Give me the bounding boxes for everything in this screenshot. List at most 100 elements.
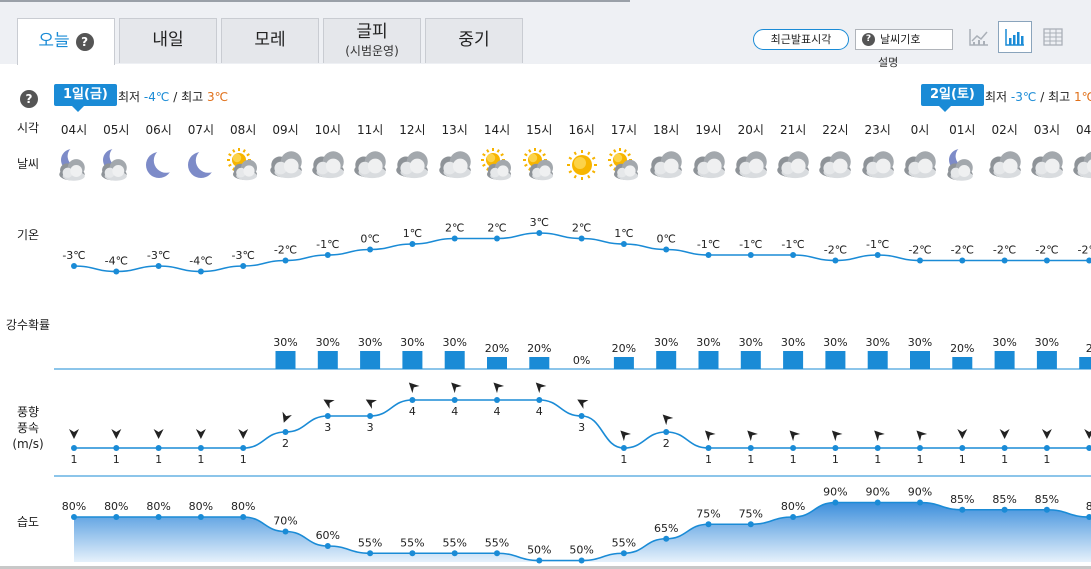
humidity-point — [113, 514, 120, 520]
temperature-point — [409, 241, 416, 247]
wind-direction-arrow — [323, 399, 335, 409]
wind-direction-arrow — [831, 430, 843, 442]
cloudy-icon — [267, 146, 305, 184]
humidity-label: 80% — [62, 500, 86, 513]
temperature-point — [620, 241, 627, 247]
precip-bar — [740, 351, 761, 369]
precip-label: 30% — [1035, 336, 1059, 349]
cloudy-icon — [351, 146, 389, 184]
weather-symbol-button[interactable]: ? 날씨기호 — [855, 29, 953, 50]
min-label: 최저 — [118, 90, 141, 104]
wind-speed-point — [1043, 445, 1050, 451]
cloudy-icon — [1070, 146, 1091, 184]
tab-tomorrow[interactable]: 내일 — [119, 18, 217, 63]
temperature-point — [1043, 257, 1050, 264]
temperature-point — [113, 268, 120, 275]
humidity-label: 55% — [485, 536, 509, 549]
row-label-wind: 풍향 풍속 (m/s) — [0, 404, 56, 453]
wind-speed-label: 1 — [874, 453, 881, 466]
wind-direction-arrow — [153, 429, 164, 439]
humidity-point — [959, 506, 966, 513]
help-icon: ? — [862, 33, 875, 46]
wind-speed-point — [451, 397, 458, 403]
temperature-point — [874, 252, 881, 258]
precip-label: 30% — [739, 336, 763, 349]
temperature-label: 0℃ — [657, 233, 676, 246]
view-line-button[interactable] — [962, 21, 996, 53]
cloudy-icon — [859, 146, 897, 184]
day-tag-1: 1일(금) — [54, 84, 117, 112]
min-label: 최저 — [985, 90, 1008, 104]
max-label: 최고 — [1048, 90, 1071, 104]
wind-speed-label: 4 — [536, 405, 543, 418]
hour-label: 20시 — [737, 123, 764, 137]
humidity-label: 75% — [739, 507, 763, 520]
hour-label: 23시 — [864, 123, 891, 137]
humidity-point — [832, 499, 839, 506]
precip-label: 30% — [316, 336, 340, 349]
table-grid-icon — [1043, 28, 1063, 46]
view-bar-button[interactable] — [998, 21, 1032, 53]
precip-bar — [952, 357, 973, 369]
sun-cloud-icon — [520, 146, 558, 184]
hour-label: 10시 — [314, 123, 341, 137]
recent-release-button[interactable]: 최근발표시각 — [753, 29, 849, 50]
wind-speed-label: 4 — [451, 405, 458, 418]
humidity-point — [494, 550, 500, 557]
wind-direction-arrow — [111, 429, 122, 439]
moon-cloud-icon — [55, 145, 93, 184]
wind-direction-arrow — [957, 429, 968, 439]
cloudy-icon — [647, 146, 685, 184]
wind-speed-label: 1 — [197, 453, 204, 466]
humidity-point — [240, 514, 247, 520]
wind-speed-label: 3 — [324, 421, 331, 434]
wind-speed-label: 4 — [409, 405, 416, 418]
hour-label: 0시 — [910, 123, 930, 137]
min-temp: -4℃ — [143, 90, 170, 104]
view-table-button[interactable] — [1036, 21, 1070, 53]
precip-bar — [487, 357, 507, 369]
wind-speed-point — [663, 429, 670, 435]
temperature-point — [197, 268, 204, 275]
separator: / — [173, 90, 178, 104]
max-temp: 1℃ — [1074, 90, 1091, 104]
tab-day-after-tomorrow[interactable]: 모레 — [221, 18, 319, 63]
temperature-label: -3℃ — [147, 249, 170, 262]
wind-speed-point — [536, 397, 543, 403]
temperature-label: 2℃ — [445, 222, 464, 235]
tab-mid-term[interactable]: 중기 — [425, 18, 523, 63]
tab-label: 글피 — [356, 22, 388, 43]
help-icon[interactable]: ? — [75, 33, 94, 51]
row-label-precipitation: 강수확률 — [5, 318, 51, 332]
wind-speed-point — [790, 445, 797, 451]
wind-direction-arrow — [365, 399, 377, 409]
humidity-label: 90% — [865, 486, 889, 499]
humidity-label: 50% — [527, 544, 551, 557]
hour-label: 13시 — [441, 123, 468, 137]
precip-bar — [529, 357, 550, 369]
temperature-point — [536, 230, 543, 236]
humidity-point — [620, 550, 627, 557]
wind-direction-arrow — [662, 414, 674, 426]
precip-bar — [825, 351, 846, 369]
wind-label-speed: 풍속 — [16, 421, 40, 436]
precip-bar — [656, 351, 677, 369]
wind-speed-point — [959, 445, 966, 451]
precip-label: 30% — [696, 336, 720, 349]
humidity-label: 8 — [1086, 500, 1091, 513]
hour-label: 15시 — [526, 123, 553, 137]
temperature-label: -1℃ — [781, 238, 804, 251]
precip-label: 30% — [908, 336, 932, 349]
wind-speed-label: 1 — [705, 453, 712, 466]
tab-in-three-days[interactable]: 글피 (시범운영) — [323, 18, 421, 63]
wind-direction-arrow — [747, 430, 758, 442]
help-icon[interactable]: ? — [20, 90, 38, 108]
precip-label: 20% — [950, 342, 974, 355]
precip-label: 30% — [400, 336, 424, 349]
tab-label: 모레 — [254, 30, 286, 51]
wind-direction-arrow — [1041, 429, 1052, 439]
temperature-point — [832, 257, 839, 264]
wind-direction-arrow — [238, 429, 249, 439]
wind-direction-arrow — [282, 411, 292, 423]
tab-today[interactable]: 오늘? — [17, 18, 115, 65]
